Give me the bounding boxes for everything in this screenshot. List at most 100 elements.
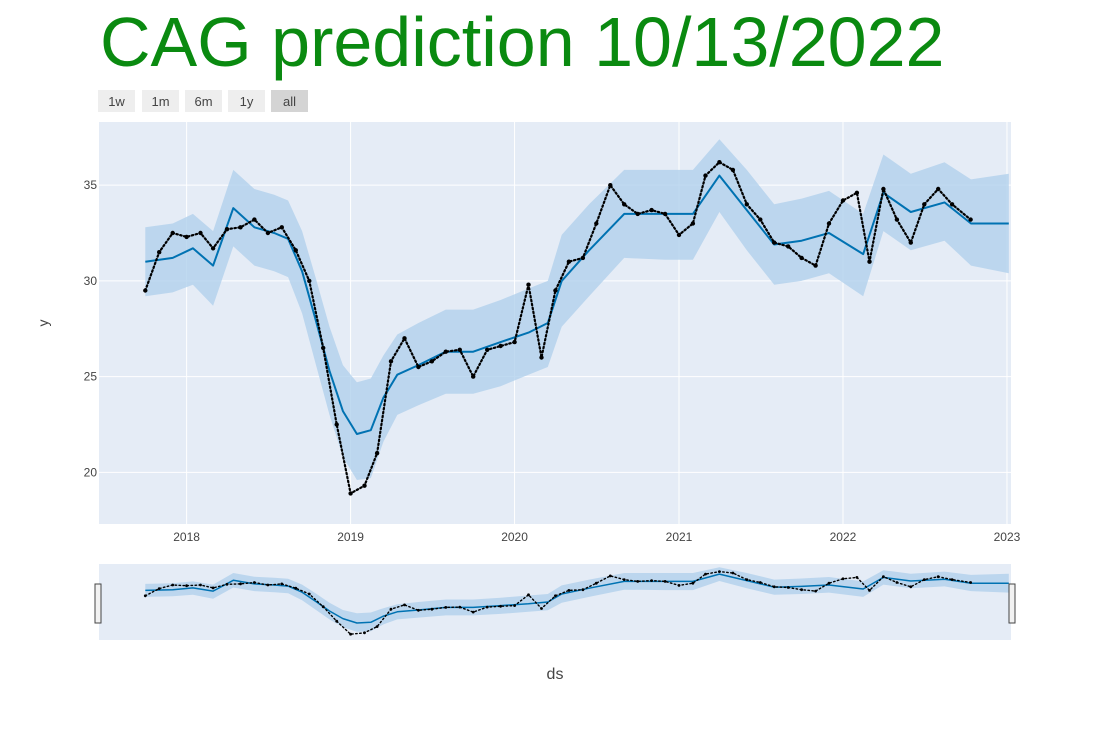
actual-point bbox=[185, 584, 189, 588]
actual-point bbox=[471, 610, 475, 614]
actual-point bbox=[691, 581, 695, 585]
actual-point bbox=[266, 583, 270, 587]
range-button-1m[interactable]: 1m bbox=[142, 90, 179, 112]
actual-point bbox=[157, 587, 161, 590]
actual-point bbox=[553, 288, 558, 293]
x-tick-label: 2018 bbox=[173, 530, 200, 544]
actual-point bbox=[157, 250, 162, 255]
actual-point bbox=[416, 364, 421, 370]
range-button-6m[interactable]: 6m bbox=[185, 90, 222, 112]
actual-point bbox=[389, 607, 393, 611]
actual-point bbox=[362, 483, 367, 488]
actual-point bbox=[321, 605, 325, 609]
actual-point bbox=[211, 586, 215, 590]
actual-point bbox=[841, 577, 845, 581]
x-tick-labels: 2018 2019 2020 2021 2022 2023 bbox=[173, 530, 1020, 544]
actual-point bbox=[457, 347, 462, 352]
actual-point bbox=[417, 608, 420, 612]
actual-point bbox=[949, 202, 955, 207]
actual-point bbox=[922, 578, 926, 581]
actual-point bbox=[567, 589, 571, 592]
actual-point bbox=[471, 374, 476, 379]
actual-point bbox=[650, 579, 653, 582]
actual-point bbox=[279, 225, 284, 230]
actual-point bbox=[485, 347, 490, 352]
actual-point bbox=[334, 422, 339, 427]
actual-point bbox=[403, 603, 406, 607]
actual-point bbox=[485, 605, 489, 609]
uncertainty-band bbox=[145, 567, 1009, 632]
actual-point bbox=[758, 217, 763, 222]
actual-point bbox=[895, 581, 899, 584]
actual-point bbox=[498, 343, 503, 349]
actual-point bbox=[294, 586, 298, 590]
actual-point bbox=[170, 230, 175, 236]
actual-point bbox=[224, 227, 230, 232]
actual-point bbox=[239, 582, 242, 586]
uncertainty-band-layer bbox=[145, 139, 1009, 480]
actual-point bbox=[703, 173, 708, 178]
actual-point bbox=[922, 202, 927, 207]
actual-point bbox=[717, 160, 722, 165]
x-tick-label: 2023 bbox=[994, 530, 1021, 544]
actual-point bbox=[936, 575, 940, 579]
actual-point bbox=[374, 451, 380, 456]
actual-point bbox=[969, 581, 972, 584]
actual-point bbox=[677, 584, 681, 587]
actual-point bbox=[225, 582, 229, 586]
range-slider-right-handle[interactable] bbox=[1008, 583, 1016, 624]
actual-point bbox=[908, 240, 913, 245]
actual-point bbox=[143, 594, 147, 598]
actual-point bbox=[826, 221, 832, 226]
actual-point bbox=[388, 359, 394, 364]
actual-point bbox=[581, 588, 585, 592]
x-axis-label: ds bbox=[547, 666, 564, 683]
range-button-1w[interactable]: 1w bbox=[98, 90, 135, 112]
actual-points-layer bbox=[143, 160, 973, 496]
actual-point bbox=[171, 583, 175, 587]
actual-point bbox=[608, 574, 612, 578]
actual-point bbox=[580, 255, 586, 261]
actual-point bbox=[799, 255, 804, 261]
actual-point bbox=[909, 585, 913, 589]
actual-point bbox=[594, 581, 598, 585]
actual-point bbox=[307, 278, 312, 284]
actual-point bbox=[867, 259, 872, 264]
actual-point bbox=[335, 619, 339, 623]
actual-point bbox=[554, 594, 557, 598]
y-tick-label: 35 bbox=[84, 178, 98, 192]
actual-point bbox=[265, 230, 271, 236]
y-axis-label: y bbox=[35, 320, 51, 327]
actual-point bbox=[321, 345, 326, 351]
actual-point bbox=[402, 336, 407, 341]
actual-point bbox=[827, 581, 831, 585]
range-slider-band bbox=[145, 567, 1009, 632]
y-tick-label: 25 bbox=[84, 370, 98, 384]
range-button-all[interactable]: all bbox=[271, 90, 308, 112]
actual-point bbox=[429, 359, 435, 364]
actual-point bbox=[363, 631, 366, 635]
actual-point bbox=[458, 605, 462, 609]
actual-point bbox=[855, 576, 859, 579]
actual-point bbox=[622, 578, 626, 581]
actual-point bbox=[622, 202, 627, 207]
actual-point bbox=[293, 248, 298, 253]
actual-point bbox=[744, 202, 749, 207]
x-tick-label: 2020 bbox=[501, 530, 528, 544]
actual-point bbox=[307, 592, 311, 596]
actual-point bbox=[252, 217, 257, 222]
actual-point bbox=[786, 244, 791, 249]
actual-point bbox=[594, 221, 599, 226]
actual-point bbox=[375, 625, 379, 628]
actual-point bbox=[840, 198, 846, 203]
actual-point bbox=[881, 186, 886, 192]
actual-point bbox=[608, 183, 613, 188]
actual-point bbox=[813, 263, 818, 268]
actual-point bbox=[786, 586, 790, 589]
actual-point bbox=[349, 632, 352, 636]
actual-point bbox=[540, 607, 543, 610]
actual-point bbox=[950, 578, 954, 581]
range-button-1y[interactable]: 1y bbox=[228, 90, 265, 112]
range-slider-left-handle[interactable] bbox=[94, 583, 102, 624]
actual-point bbox=[430, 607, 434, 611]
